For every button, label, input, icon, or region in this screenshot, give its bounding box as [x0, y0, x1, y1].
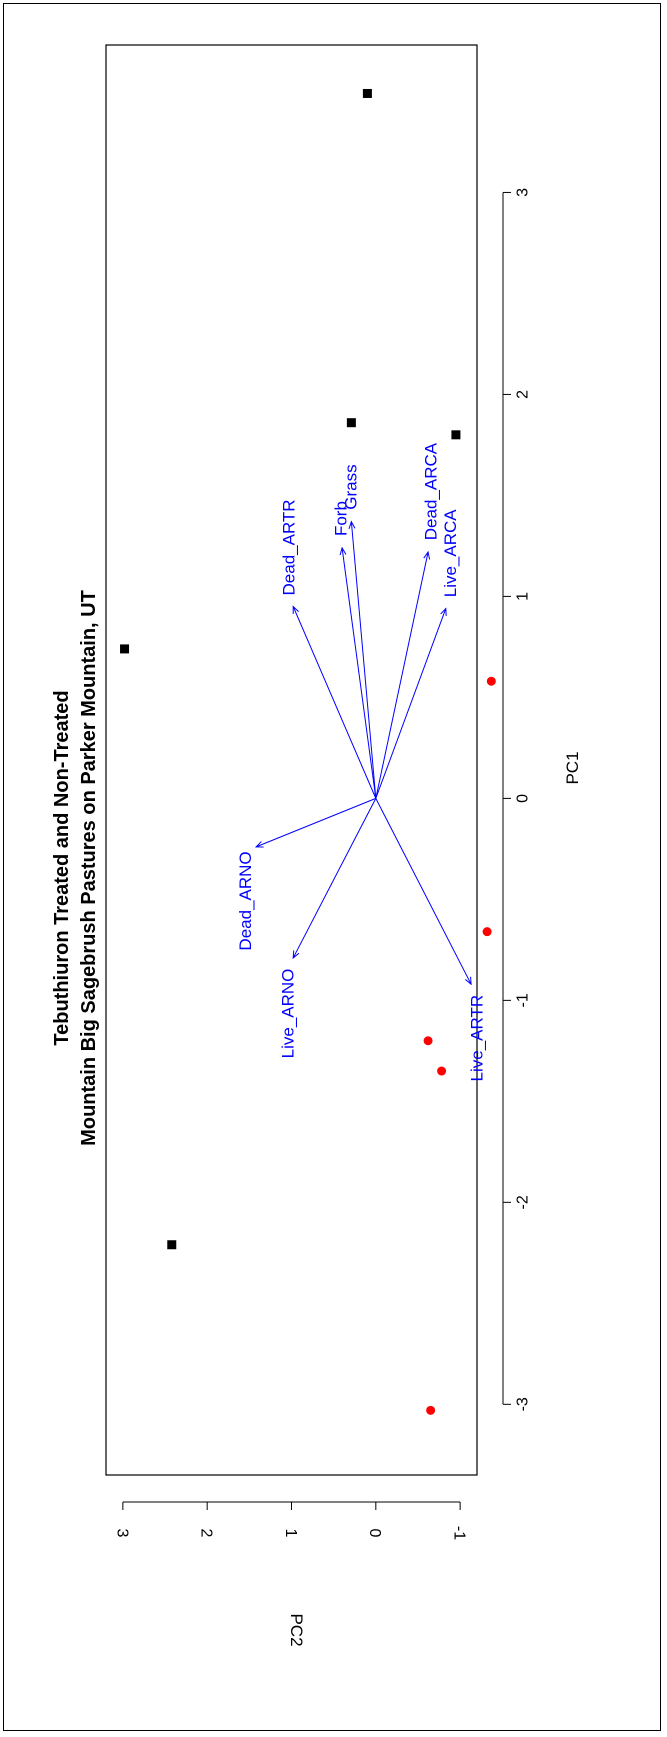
- score-point-circle: [426, 1405, 436, 1415]
- loading-arrow: [256, 797, 377, 846]
- score-point-square: [362, 88, 372, 98]
- loading-label: Live_ARNO: [279, 969, 298, 1059]
- score-point-circle: [437, 1066, 447, 1076]
- y-axis-ticks: -1 0 1 2 3: [113, 1502, 468, 1540]
- score-point-circle: [486, 676, 496, 686]
- score-point-square: [346, 418, 356, 428]
- loading-arrow: [351, 522, 377, 799]
- figure-frame: [3, 3, 661, 1731]
- score-point-circle: [482, 927, 492, 937]
- x-tick-label: 3: [515, 188, 532, 197]
- loading-arrow: [375, 609, 446, 799]
- loading-label: Live_ARCA: [441, 509, 460, 598]
- x-tick-label: 2: [515, 390, 532, 399]
- y-tick-label: 1: [282, 1529, 299, 1538]
- loading-label: Dead_ARCA: [422, 442, 441, 540]
- score-point-square: [167, 1240, 177, 1250]
- loading-arrow: [342, 548, 377, 799]
- chart-title-line-2: Mountain Big Sagebrush Pastures on Parke…: [78, 590, 100, 1146]
- y-axis-title: PC2: [287, 1613, 306, 1646]
- y-tick-label: 0: [366, 1529, 383, 1538]
- plot-area-border: [105, 44, 478, 1476]
- x-tick-label: 0: [515, 794, 532, 803]
- y-tick-label: 2: [198, 1529, 215, 1538]
- chart-title: Tebuthiuron Treated and Non-Treated Moun…: [51, 590, 100, 1146]
- loading-label: Live_ARTR: [468, 995, 487, 1082]
- loading-arrow: [375, 798, 471, 984]
- loading-arrow: [375, 552, 428, 799]
- x-axis-title: PC1: [563, 751, 582, 784]
- score-point-square: [451, 430, 461, 440]
- y-tick-label: 3: [113, 1529, 130, 1538]
- score-point-square: [120, 644, 130, 654]
- x-tick-label: -3: [515, 1397, 532, 1411]
- loading-label: Dead_ARNO: [236, 851, 255, 950]
- y-tick-label: -1: [451, 1526, 468, 1540]
- loading-arrow: [293, 606, 377, 799]
- x-tick-label: -2: [515, 1195, 532, 1209]
- loading-label: Dead_ARTR: [279, 499, 298, 595]
- loading-arrow: [293, 798, 377, 958]
- loading-label: Forb: [331, 501, 350, 536]
- x-axis-ticks: -3 -2 -1 0 1 2 3: [503, 188, 532, 1411]
- loading-label: Grass: [341, 464, 360, 509]
- x-tick-label: 1: [515, 592, 532, 601]
- chart-title-line-1: Tebuthiuron Treated and Non-Treated: [51, 690, 73, 1045]
- x-tick-label: -1: [515, 993, 532, 1007]
- score-points: [120, 88, 496, 1415]
- score-point-circle: [423, 1036, 433, 1046]
